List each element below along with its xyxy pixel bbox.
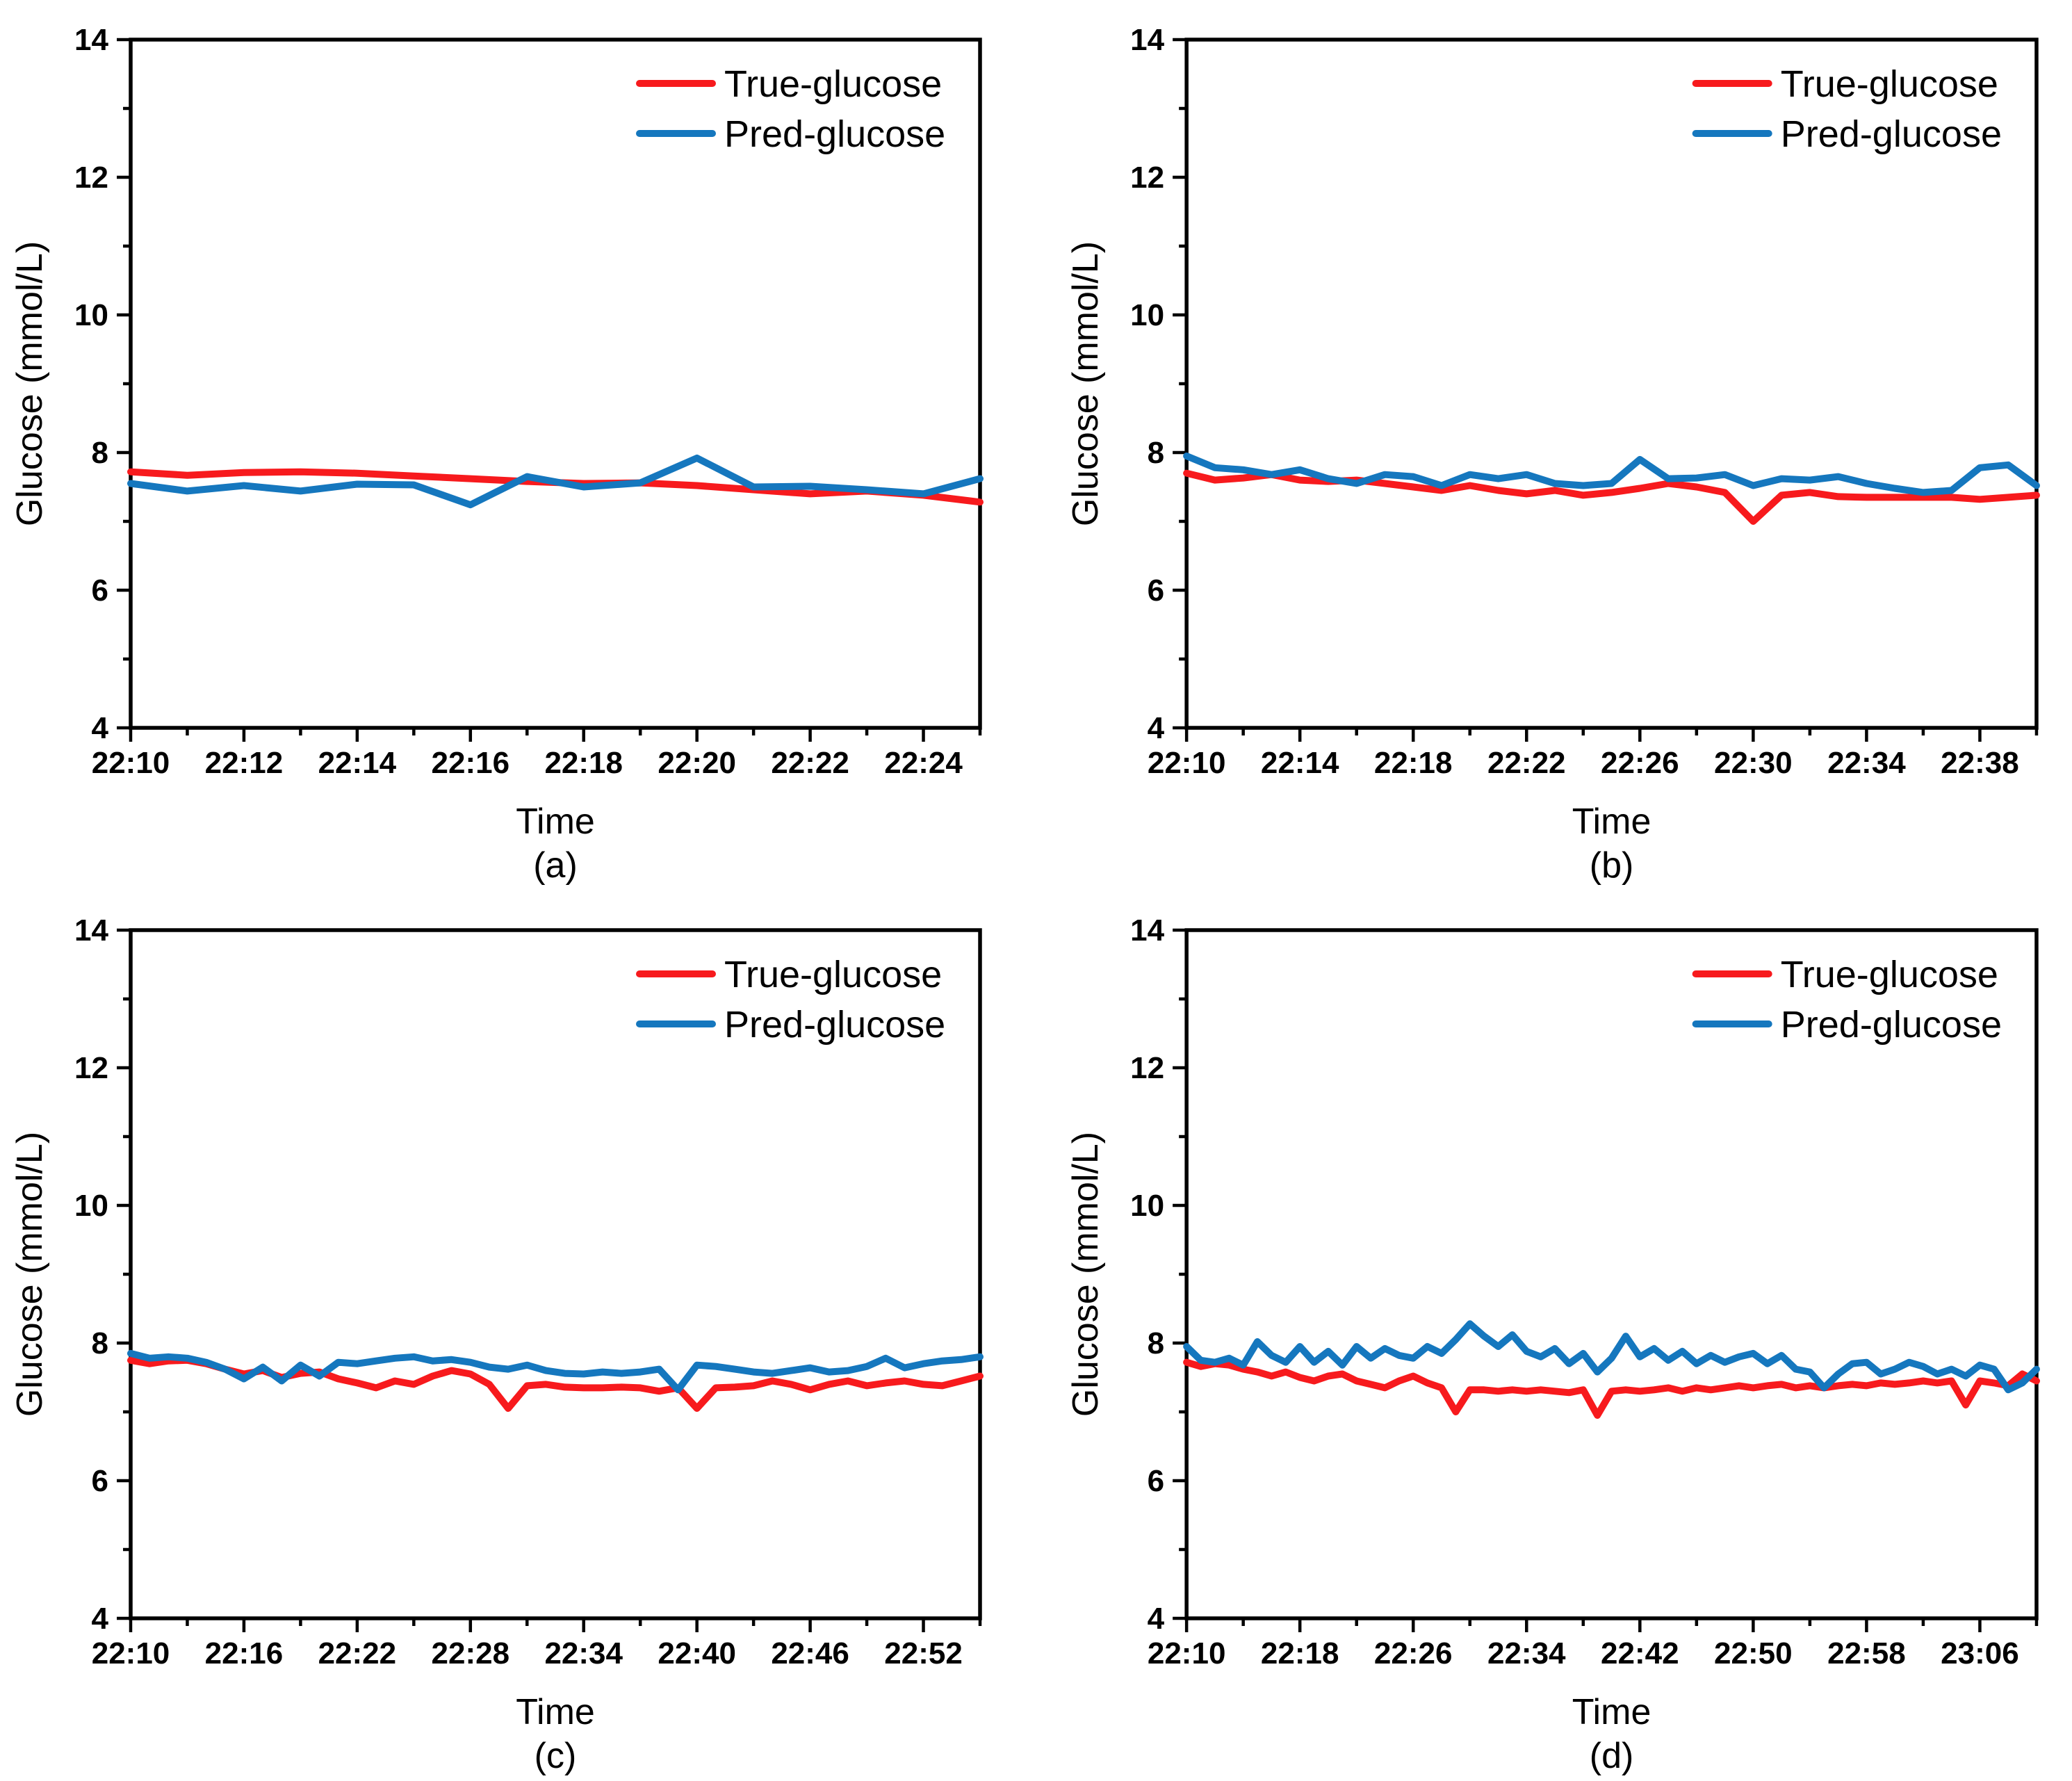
x-axis-tick-label: 22:22 <box>318 1636 397 1670</box>
y-axis-tick-label: 14 <box>74 913 108 948</box>
series-line-pred-glucose <box>127 1349 984 1394</box>
y-axis-title: Glucose (mmol/L) <box>10 1132 50 1417</box>
x-axis-tick-label: 22:34 <box>1827 746 1906 780</box>
panel-caption-c: (c) <box>535 1736 577 1776</box>
x-axis-tick-label: 22:14 <box>318 746 397 780</box>
x-axis-tick-label: 22:10 <box>1148 1636 1226 1670</box>
panel-c: 4 6 8 10 12 14 22:10 22:16 22:22 22:28 22:34 22:40 2… <box>0 890 1036 1781</box>
x-axis-title: Time <box>516 802 595 842</box>
chart-d-canvas: 4 6 8 10 12 14 22:10 22:18 22:26 22:34 22:42 22:50 2… <box>1066 913 2040 1776</box>
y-axis-tick-label: 10 <box>74 298 108 332</box>
y-axis-tick-label: 14 <box>74 23 108 57</box>
x-axis-tick-label: 22:10 <box>92 746 170 780</box>
x-axis-tick-label: 22:26 <box>1374 1636 1453 1670</box>
y-axis-tick-label: 10 <box>1130 298 1164 332</box>
x-axis-tick-label: 22:14 <box>1261 746 1339 780</box>
y-axis-tick-label: 14 <box>1130 23 1164 57</box>
x-axis-tick-label: 22:10 <box>92 1636 170 1670</box>
x-axis-tick-label: 22:58 <box>1827 1636 1906 1670</box>
x-axis-title: Time <box>516 1692 595 1732</box>
y-axis-tick-label: 6 <box>92 574 108 608</box>
series-line-true-glucose <box>1183 1358 2040 1419</box>
x-axis-title: Time <box>1572 1692 1651 1732</box>
x-axis-tick-label: 22:28 <box>432 1636 510 1670</box>
x-axis-tick-label: 22:22 <box>771 746 849 780</box>
y-axis-title: Glucose (mmol/L) <box>10 241 50 526</box>
legend-label-true-glucose: True-glucose <box>724 954 942 995</box>
legend-label-pred-glucose: Pred-glucose <box>1781 1004 2002 1046</box>
y-axis-tick-label: 10 <box>74 1189 108 1223</box>
y-axis-tick-label: 8 <box>1148 1326 1164 1360</box>
panel-a: 4 6 8 10 12 14 22:10 22:12 22:14 22:16 22:18 22:20 2… <box>0 0 1036 890</box>
y-axis-title: Glucose (mmol/L) <box>1066 1132 1106 1417</box>
x-axis-tick-label: 22:22 <box>1487 746 1566 780</box>
y-axis-tick-label: 6 <box>1148 1464 1164 1498</box>
legend-label-true-glucose: True-glucose <box>724 63 942 105</box>
x-axis-tick-label: 22:16 <box>432 746 510 780</box>
panel-b: 4 6 8 10 12 14 22:10 22:14 22:18 22:22 22:26 22:30 2… <box>1036 0 2072 890</box>
legend-label-true-glucose: True-glucose <box>1781 954 1998 995</box>
panel-caption-d: (d) <box>1590 1736 1634 1776</box>
x-axis-tick-label: 22:34 <box>544 1636 623 1670</box>
chart-b-canvas: 4 6 8 10 12 14 22:10 22:14 22:18 22:22 22:26 22:30 2… <box>1066 23 2040 886</box>
series-line-pred-glucose <box>127 454 984 509</box>
x-axis-tick-label: 22:18 <box>544 746 623 780</box>
y-axis-tick-label: 12 <box>74 161 108 195</box>
x-axis-tick-label: 22:38 <box>1941 746 2019 780</box>
legend-label-pred-glucose: Pred-glucose <box>1781 113 2002 155</box>
x-axis-tick-label: 22:42 <box>1601 1636 1679 1670</box>
series-line-pred-glucose <box>1183 453 2040 496</box>
chart-c-canvas: 4 6 8 10 12 14 22:10 22:16 22:22 22:28 22:34 22:40 2… <box>10 913 984 1776</box>
y-axis-title: Glucose (mmol/L) <box>1066 241 1106 526</box>
y-axis-tick-label: 8 <box>92 1326 108 1360</box>
x-axis-tick-label: 22:20 <box>658 746 736 780</box>
panel-d: 4 6 8 10 12 14 22:10 22:18 22:26 22:34 22:42 22:50 2… <box>1036 890 2072 1781</box>
x-axis-tick-label: 22:26 <box>1601 746 1679 780</box>
y-axis-tick-label: 8 <box>92 436 108 470</box>
x-axis-tick-label: 22:30 <box>1714 746 1793 780</box>
panel-caption-a: (a) <box>533 845 578 886</box>
y-axis-tick-label: 10 <box>1130 1189 1164 1223</box>
series-line-pred-glucose <box>1183 1320 2040 1394</box>
legend-label-true-glucose: True-glucose <box>1781 63 1998 105</box>
y-axis-tick-label: 12 <box>1130 1051 1164 1085</box>
y-axis-tick-label: 6 <box>1148 574 1164 608</box>
x-axis-tick-label: 22:52 <box>884 1636 963 1670</box>
panel-caption-b: (b) <box>1590 845 1634 886</box>
x-axis-tick-label: 23:06 <box>1941 1636 2019 1670</box>
legend-label-pred-glucose: Pred-glucose <box>724 1004 945 1046</box>
y-axis-tick-label: 6 <box>92 1464 108 1498</box>
chart-a-canvas: 4 6 8 10 12 14 22:10 22:12 22:14 22:16 22:18 22:20 2… <box>10 23 984 886</box>
y-axis-tick-label: 4 <box>92 711 109 745</box>
y-axis-tick-label: 4 <box>92 1602 109 1636</box>
x-axis-tick-label: 22:18 <box>1261 1636 1339 1670</box>
x-axis-tick-label: 22:46 <box>771 1636 849 1670</box>
legend-label-pred-glucose: Pred-glucose <box>724 113 945 155</box>
x-axis-tick-label: 22:34 <box>1487 1636 1566 1670</box>
x-axis-tick-label: 22:10 <box>1148 746 1226 780</box>
y-axis-tick-label: 14 <box>1130 913 1164 948</box>
x-axis-tick-label: 22:12 <box>205 746 284 780</box>
x-axis-tick-label: 22:50 <box>1714 1636 1793 1670</box>
x-axis-tick-label: 22:16 <box>205 1636 284 1670</box>
x-axis-title: Time <box>1572 802 1651 842</box>
x-axis-tick-label: 22:18 <box>1374 746 1453 780</box>
y-axis-tick-label: 4 <box>1148 711 1165 745</box>
y-axis-tick-label: 4 <box>1148 1602 1165 1636</box>
y-axis-tick-label: 8 <box>1148 436 1164 470</box>
x-axis-tick-label: 22:24 <box>884 746 963 780</box>
x-axis-tick-label: 22:40 <box>658 1636 736 1670</box>
y-axis-tick-label: 12 <box>1130 161 1164 195</box>
y-axis-tick-label: 12 <box>74 1051 108 1085</box>
